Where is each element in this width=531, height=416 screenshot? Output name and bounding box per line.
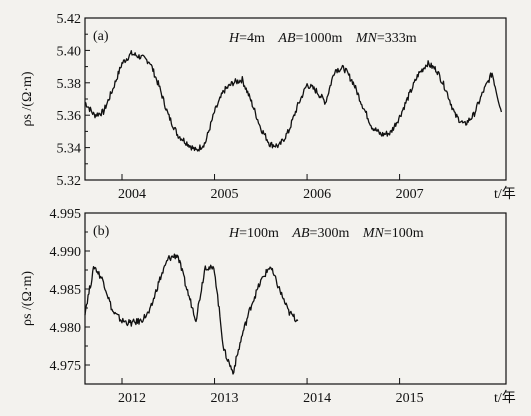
panel-b-y-axis-label: ρs /(Ω·m) <box>20 271 35 326</box>
x-tick-label: 2007 <box>396 187 424 202</box>
panel-a-annotation: H=4m AB=1000m MN=333m <box>228 31 417 46</box>
x-tick-label: 2006 <box>303 187 331 202</box>
y-tick-label: 5.38 <box>57 77 82 92</box>
x-tick-label: 2012 <box>118 391 146 406</box>
y-tick-label: 4.990 <box>50 245 82 260</box>
y-tick-label: 5.36 <box>57 109 82 124</box>
x-tick-label: 2005 <box>211 187 239 202</box>
panel-a-series-line <box>84 50 503 152</box>
y-tick-label: 4.975 <box>50 359 82 374</box>
y-tick-label: 5.34 <box>57 142 82 157</box>
panel-b-series-line <box>84 253 299 375</box>
y-tick-label: 5.42 <box>57 12 82 27</box>
y-tick-label: 4.995 <box>50 207 82 222</box>
panel-a: 5.42 5.40 5.38 5.36 5.34 5.32 2004 2005 2006 200… <box>20 12 516 202</box>
panel-b-annotation: H=100m AB=300m MN=100m <box>228 226 424 241</box>
panel-b-label: (b) <box>93 224 110 239</box>
y-tick-label: 5.40 <box>57 44 82 59</box>
panel-b: 4.995 4.990 4.985 4.980 4.975 2012 2013 2014 20… <box>20 207 516 406</box>
y-tick-label: 4.985 <box>50 283 82 298</box>
panel-a-x-axis-label: t/年 <box>494 186 516 202</box>
y-tick-label: 4.980 <box>50 321 82 336</box>
y-tick-label: 5.32 <box>57 174 82 189</box>
x-tick-label: 2015 <box>396 391 424 406</box>
panel-a-label: (a) <box>93 29 109 44</box>
panel-b-x-axis-label: t/年 <box>494 390 516 406</box>
x-tick-label: 2014 <box>303 391 331 406</box>
panel-b-frame <box>84 212 507 385</box>
x-tick-label: 2004 <box>118 187 146 202</box>
panel-a-y-axis-label: ρs /(Ω·m) <box>20 71 35 126</box>
x-tick-label: 2013 <box>211 391 239 406</box>
